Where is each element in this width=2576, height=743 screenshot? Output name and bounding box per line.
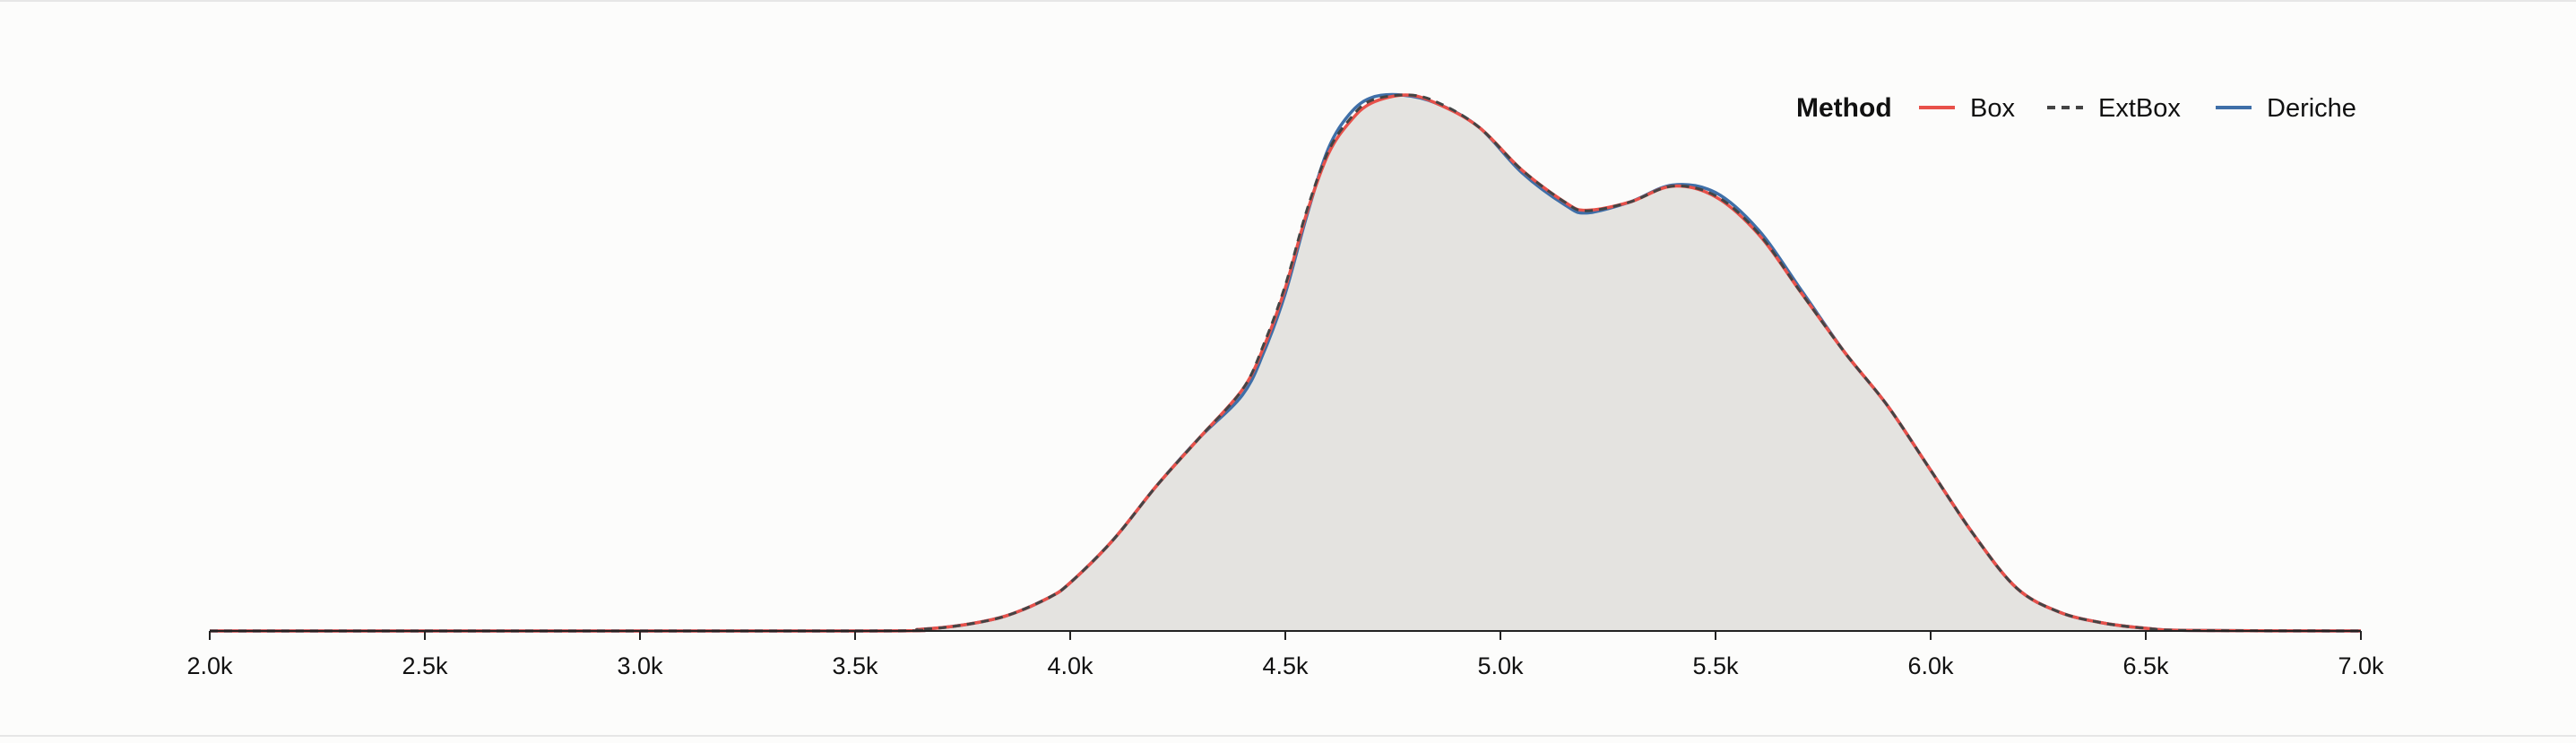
x-tick-label: 6.0k — [1907, 652, 1954, 679]
legend-label-extbox: ExtBox — [2098, 94, 2181, 123]
x-tick-label: 2.5k — [402, 652, 448, 679]
density-area — [210, 95, 2361, 631]
area-layer — [210, 95, 2361, 631]
x-tick-label: 6.5k — [2122, 652, 2169, 679]
legend: Method Box ExtBox Deriche — [1796, 93, 2356, 123]
x-tick-label: 4.5k — [1262, 652, 1309, 679]
series-lines — [209, 92, 2362, 633]
x-tick-label: 7.0k — [2338, 652, 2384, 679]
legend-label-box: Box — [1970, 94, 2015, 123]
legend-title: Method — [1796, 93, 1892, 123]
x-tick-label: 4.0k — [1047, 652, 1094, 679]
x-tick-label: 3.5k — [832, 652, 878, 679]
x-tick-label: 5.5k — [1692, 652, 1739, 679]
x-tick-label: 2.0k — [186, 652, 233, 679]
x-axis: 2.0k 2.5k 3.0k 3.5k 4.0k 4.5k 5.0k 5.5k 6.0k 6.5k… — [186, 630, 2384, 679]
legend-label-deriche: Deriche — [2267, 94, 2356, 123]
series-line-extbox — [209, 93, 2362, 633]
x-tick-label: 3.0k — [617, 652, 663, 679]
x-tick-label: 5.0k — [1477, 652, 1524, 679]
